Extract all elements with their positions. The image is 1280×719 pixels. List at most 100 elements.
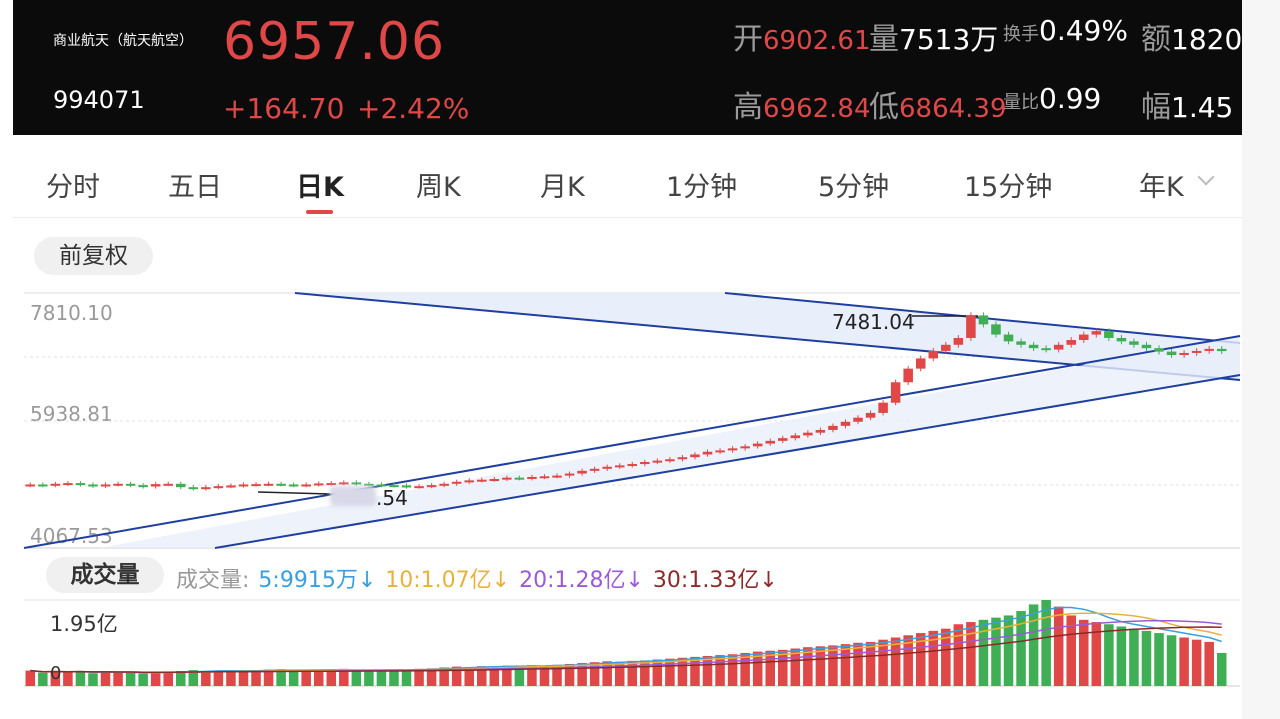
candle-body xyxy=(226,485,236,488)
candle-body xyxy=(765,440,775,444)
candle xyxy=(1216,346,1227,354)
candle-body xyxy=(614,465,625,468)
candle xyxy=(238,482,249,488)
candle xyxy=(1179,350,1189,358)
candle xyxy=(690,452,700,460)
candle-body xyxy=(326,483,337,486)
candle-body xyxy=(75,483,86,486)
volume-bar xyxy=(1066,615,1076,686)
candle-body xyxy=(125,483,136,486)
candle-body xyxy=(502,477,512,480)
open-stat: 开6902.61 xyxy=(733,22,871,57)
volume-bar xyxy=(539,665,550,686)
volume-bar xyxy=(451,666,462,686)
volume-bar xyxy=(903,635,913,686)
candle-body xyxy=(176,483,186,488)
volume-bar xyxy=(1129,628,1139,686)
volume-bar xyxy=(1041,600,1051,686)
volume-bar xyxy=(1079,619,1089,686)
candle xyxy=(740,444,750,451)
candle-body xyxy=(1053,344,1064,350)
down-channel-fill xyxy=(295,293,1240,380)
candle xyxy=(301,482,311,488)
index-code: 994071 xyxy=(53,86,145,114)
volume-bar xyxy=(865,641,876,686)
period-tabs: 分时 五日 日K 周K 月K 1分钟 5分钟 15分钟 年K xyxy=(13,135,1242,218)
candle xyxy=(652,458,663,465)
tab-15min[interactable]: 15分钟 xyxy=(964,172,1053,203)
last-price: 6957.06 xyxy=(223,12,446,72)
volume-bar xyxy=(426,668,437,686)
price-change-pct: +2.42% xyxy=(357,92,470,125)
tab-1min[interactable]: 1分钟 xyxy=(666,172,738,203)
candle xyxy=(502,475,512,482)
candle-body xyxy=(25,484,36,487)
candle-body xyxy=(790,435,801,439)
candles xyxy=(25,312,1227,491)
up-channel-upper xyxy=(23,335,1241,549)
volume-bar xyxy=(815,646,826,686)
tab-intraday[interactable]: 分时 xyxy=(46,172,100,203)
candle-body xyxy=(276,483,286,486)
volume-bar xyxy=(915,633,926,686)
candle-body xyxy=(364,483,374,486)
volume-indicator-button[interactable]: 成交量 xyxy=(46,557,164,593)
turnover-stat: 换手0.49% xyxy=(1003,14,1128,47)
candle-body xyxy=(1066,340,1076,345)
tab-yearly-k[interactable]: 年K xyxy=(1139,172,1184,203)
candle-body xyxy=(439,483,449,486)
trend-channels xyxy=(23,292,1241,549)
candle xyxy=(339,480,349,486)
volume-bar xyxy=(1053,606,1064,686)
high-annotation: 7481.04 xyxy=(832,310,915,334)
tab-5min[interactable]: 5分钟 xyxy=(818,172,890,203)
candle xyxy=(1066,337,1076,348)
volume-bar xyxy=(464,667,474,686)
candle xyxy=(251,482,261,487)
candle xyxy=(552,473,562,479)
candle xyxy=(1053,341,1064,353)
tab-five-day[interactable]: 五日 xyxy=(168,172,222,203)
volume-legend-prefix: 成交量: xyxy=(176,568,250,593)
tab-monthly-k[interactable]: 月K xyxy=(540,172,585,203)
volume-bar xyxy=(727,654,738,686)
candle-body xyxy=(1166,351,1177,356)
candle-body xyxy=(627,464,638,467)
volume-bar xyxy=(803,647,813,686)
volume-bar xyxy=(75,671,86,686)
candle-body xyxy=(389,485,399,488)
candle-body xyxy=(928,350,939,359)
candle xyxy=(790,433,801,441)
volume-bar xyxy=(238,671,249,686)
candle xyxy=(464,478,474,484)
candle xyxy=(426,483,437,489)
candle xyxy=(389,483,399,488)
volume-bar xyxy=(589,662,600,686)
candle-body xyxy=(815,429,826,433)
volume-legend: 成交量: 5:9915万↓ 10:1.07亿↓ 20:1.28亿↓ 30:1.3… xyxy=(176,562,780,594)
candle-body xyxy=(677,457,688,460)
candle xyxy=(188,485,199,491)
candle xyxy=(928,348,939,362)
tab-weekly-k[interactable]: 周K xyxy=(416,172,461,203)
candle-body xyxy=(301,484,311,487)
candle-body xyxy=(778,438,788,441)
volume-axis-top: 1.95亿 xyxy=(50,612,118,636)
candle-body xyxy=(401,485,412,488)
volume-bars xyxy=(25,600,1227,686)
adjust-mode-button[interactable]: 前复权 xyxy=(34,237,153,275)
volume-bar xyxy=(339,668,349,686)
volume-bar xyxy=(1216,652,1227,686)
candle-body xyxy=(1104,331,1114,338)
price-axis-top: 7810.10 xyxy=(30,301,113,325)
candle xyxy=(276,481,286,487)
candle xyxy=(150,482,161,489)
candle-body xyxy=(1116,337,1127,342)
volume-ma20: 20:1.28亿↓ xyxy=(519,568,644,593)
tab-daily-k[interactable]: 日K xyxy=(296,172,344,203)
volume-bar xyxy=(1154,633,1164,686)
candle-body xyxy=(514,477,525,480)
candle-body xyxy=(138,485,148,488)
volume-bar xyxy=(966,622,976,686)
